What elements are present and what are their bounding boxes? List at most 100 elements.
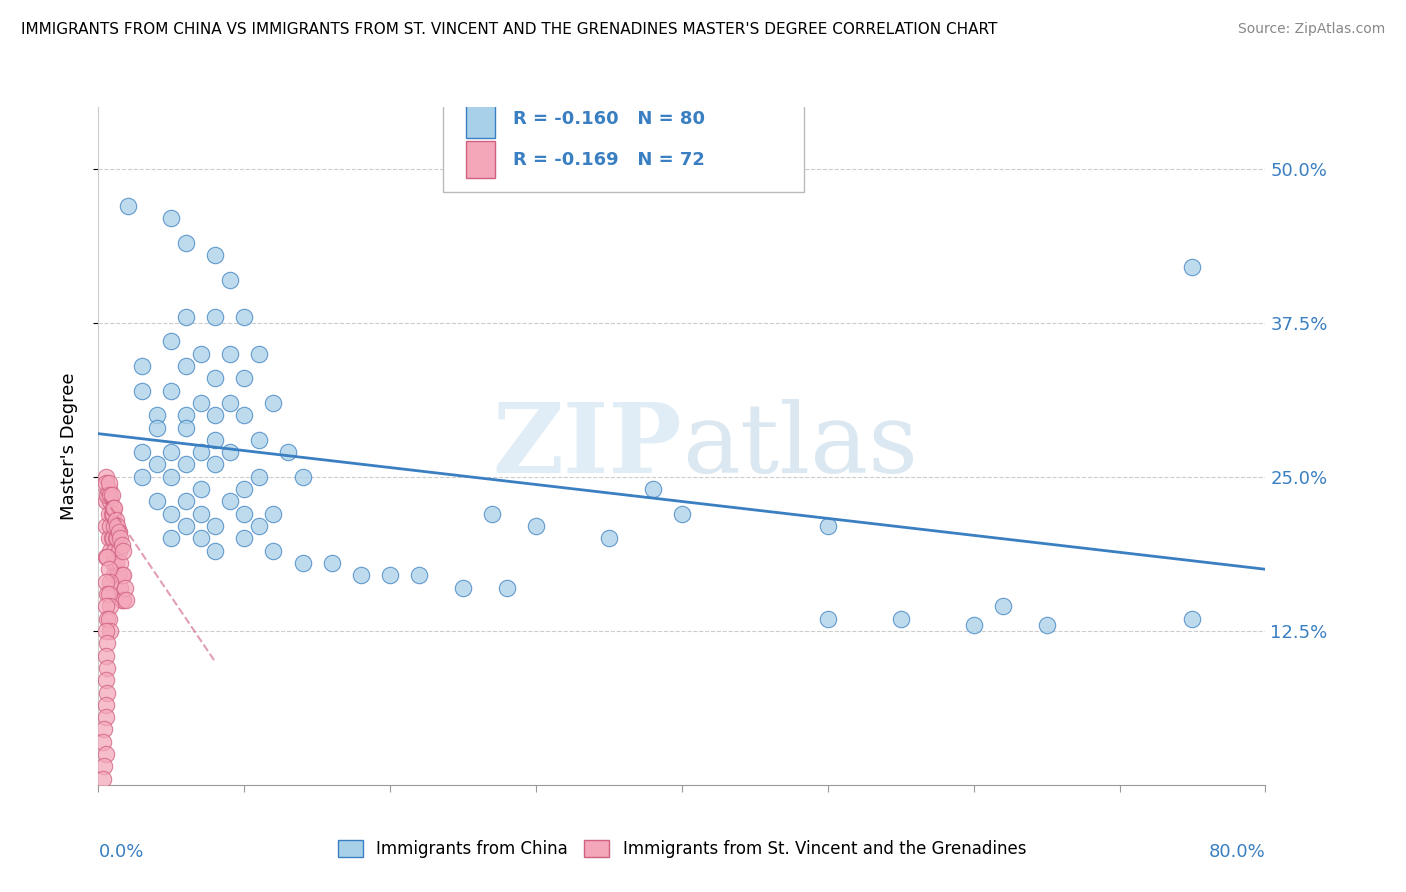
Point	[641, 482, 664, 496]
Point	[218, 494, 240, 508]
Point	[174, 235, 197, 250]
Point	[94, 574, 117, 589]
Point	[94, 710, 117, 724]
Point	[146, 458, 169, 472]
Point	[890, 611, 912, 625]
Point	[98, 494, 121, 508]
Point	[321, 556, 343, 570]
Point	[190, 507, 212, 521]
Point	[93, 723, 115, 737]
Point	[146, 408, 169, 422]
Point	[94, 494, 117, 508]
Point	[160, 470, 183, 484]
Point	[233, 482, 256, 496]
Point	[218, 346, 240, 360]
Point	[96, 636, 118, 650]
Point	[1181, 260, 1204, 275]
Point	[98, 624, 121, 638]
Point	[160, 334, 183, 349]
Point	[115, 593, 138, 607]
Point	[598, 532, 620, 546]
Point	[94, 470, 117, 484]
Point	[233, 532, 256, 546]
Text: 0.0%: 0.0%	[98, 843, 143, 861]
Point	[233, 408, 256, 422]
Point	[97, 507, 120, 521]
Point	[1181, 611, 1204, 625]
Point	[96, 611, 118, 625]
Point	[104, 556, 127, 570]
Point	[160, 507, 183, 521]
Point	[247, 519, 270, 533]
Point	[94, 747, 117, 761]
Point	[110, 556, 132, 570]
Point	[100, 532, 122, 546]
Point	[101, 507, 124, 521]
Point	[98, 543, 121, 558]
Point	[277, 445, 299, 459]
Point	[96, 549, 118, 564]
Point	[218, 396, 240, 410]
Point	[380, 568, 402, 582]
Point	[218, 445, 240, 459]
Point	[94, 475, 117, 490]
Point	[94, 698, 117, 712]
Point	[131, 445, 153, 459]
Point	[174, 494, 197, 508]
Text: atlas: atlas	[682, 399, 918, 493]
FancyBboxPatch shape	[443, 90, 804, 192]
Point	[96, 587, 118, 601]
Point	[96, 661, 118, 675]
Point	[97, 482, 120, 496]
FancyBboxPatch shape	[465, 100, 495, 137]
Point	[204, 543, 226, 558]
Point	[174, 458, 197, 472]
Point	[190, 445, 212, 459]
Point	[101, 556, 124, 570]
Text: ZIP: ZIP	[492, 399, 682, 493]
Point	[174, 310, 197, 324]
Point	[160, 384, 183, 398]
Point	[1035, 617, 1057, 632]
Point	[94, 648, 117, 663]
Point	[233, 310, 256, 324]
Point	[112, 568, 135, 582]
Point	[97, 562, 120, 576]
Point	[112, 543, 135, 558]
Y-axis label: Master's Degree: Master's Degree	[59, 372, 77, 520]
Point	[350, 568, 373, 582]
Point	[104, 532, 127, 546]
Point	[247, 433, 270, 447]
Point	[110, 532, 132, 546]
Point	[204, 408, 226, 422]
Point	[174, 359, 197, 373]
Point	[94, 673, 117, 688]
Point	[204, 310, 226, 324]
Point	[94, 549, 117, 564]
Point	[96, 685, 118, 699]
Point	[160, 211, 183, 225]
Point	[190, 532, 212, 546]
Point	[91, 772, 114, 786]
Point	[291, 470, 314, 484]
Point	[408, 568, 430, 582]
Point	[160, 445, 183, 459]
Point	[146, 494, 169, 508]
Point	[104, 513, 127, 527]
Point	[101, 532, 124, 546]
Point	[97, 611, 120, 625]
Point	[112, 593, 135, 607]
Point	[100, 488, 122, 502]
Legend: Immigrants from China, Immigrants from St. Vincent and the Grenadines: Immigrants from China, Immigrants from S…	[330, 833, 1033, 864]
Point	[131, 359, 153, 373]
Point	[218, 272, 240, 286]
Point	[114, 581, 136, 595]
Point	[204, 371, 226, 385]
Point	[962, 617, 984, 632]
Point	[108, 525, 131, 540]
Text: IMMIGRANTS FROM CHINA VS IMMIGRANTS FROM ST. VINCENT AND THE GRENADINES MASTER'S: IMMIGRANTS FROM CHINA VS IMMIGRANTS FROM…	[21, 22, 997, 37]
Point	[451, 581, 474, 595]
Text: Source: ZipAtlas.com: Source: ZipAtlas.com	[1237, 22, 1385, 37]
Point	[97, 587, 120, 601]
Point	[190, 482, 212, 496]
